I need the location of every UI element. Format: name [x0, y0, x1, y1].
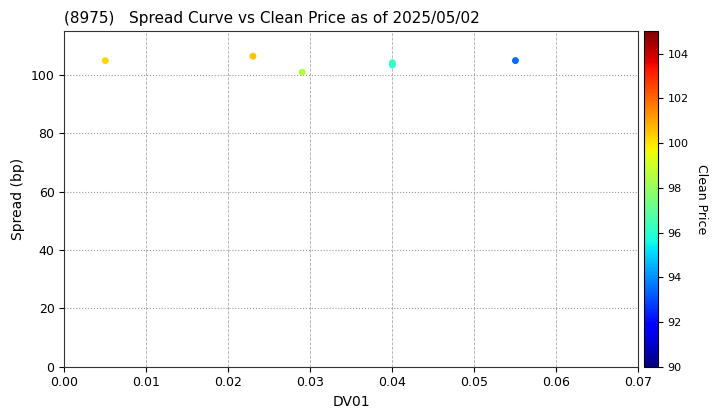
Point — [387, 62, 398, 68]
Point — [297, 69, 308, 76]
Point — [387, 59, 398, 66]
Point — [510, 57, 521, 64]
X-axis label: DV01: DV01 — [333, 395, 370, 409]
Point — [247, 53, 258, 60]
Y-axis label: Clean Price: Clean Price — [695, 164, 708, 234]
Y-axis label: Spread (bp): Spread (bp) — [11, 158, 25, 240]
Text: (8975)   Spread Curve vs Clean Price as of 2025/05/02: (8975) Spread Curve vs Clean Price as of… — [64, 11, 480, 26]
Point — [99, 57, 111, 64]
